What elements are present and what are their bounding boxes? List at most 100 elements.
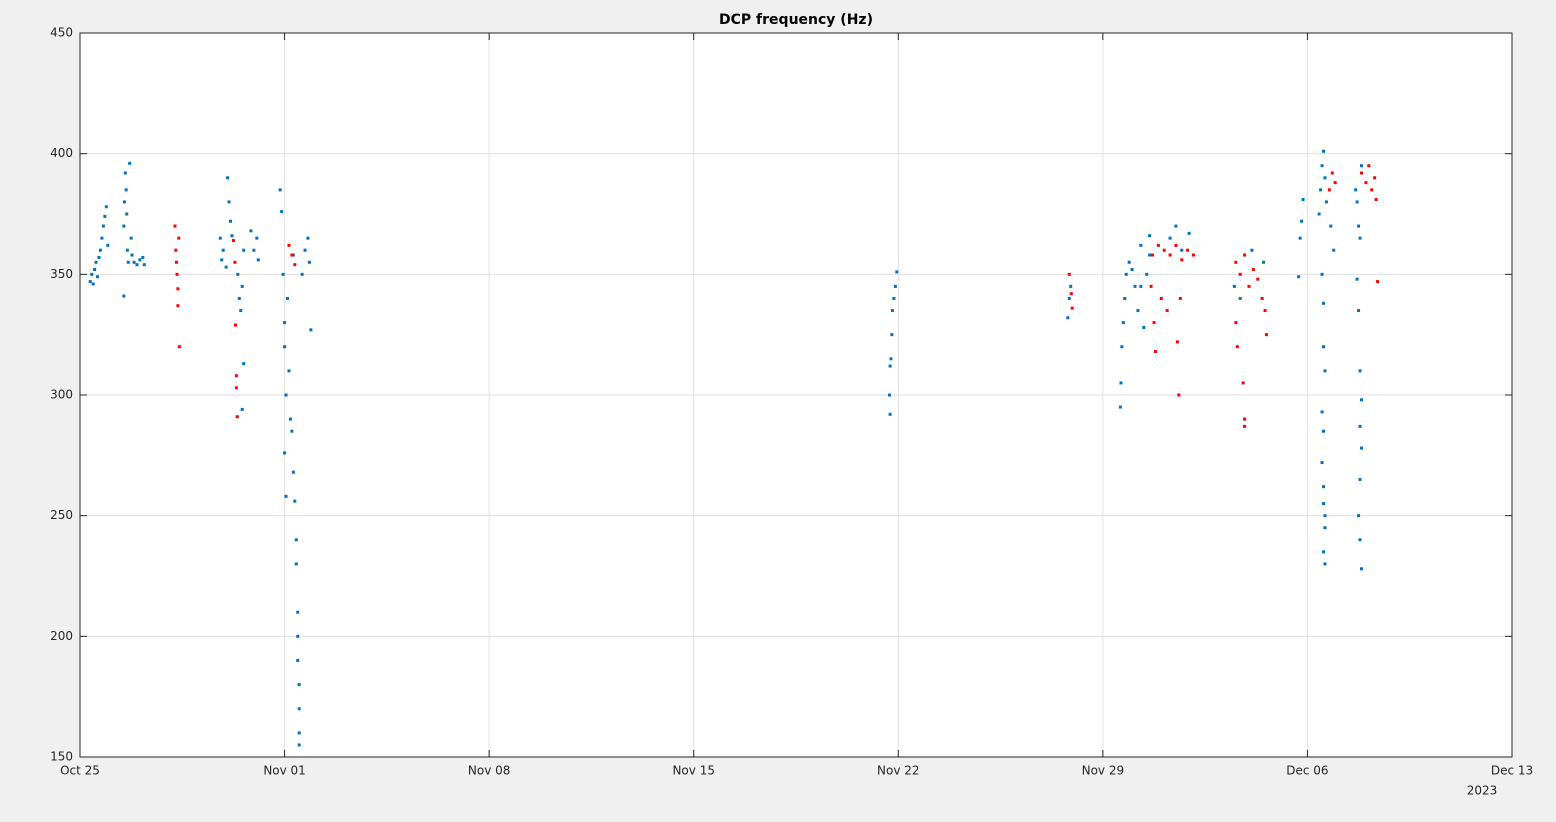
- data-point: [224, 265, 228, 269]
- data-point: [1324, 200, 1328, 204]
- data-point: [1238, 272, 1242, 276]
- x-tick-label: Nov 29: [1082, 764, 1125, 778]
- data-point: [124, 188, 128, 192]
- data-point: [128, 161, 132, 165]
- data-point: [1235, 345, 1239, 349]
- x-tick-label: Nov 22: [877, 764, 920, 778]
- data-point: [892, 296, 896, 300]
- data-point: [1359, 446, 1363, 450]
- data-point: [100, 236, 104, 240]
- data-point: [1322, 301, 1326, 305]
- data-point: [1153, 350, 1157, 354]
- data-point: [303, 248, 307, 252]
- data-point: [234, 374, 238, 378]
- data-point: [1317, 212, 1321, 216]
- data-point: [123, 171, 127, 175]
- data-point: [1066, 316, 1070, 320]
- data-point: [1149, 284, 1153, 288]
- data-point: [1359, 398, 1363, 402]
- data-point: [1301, 198, 1305, 202]
- data-point: [1187, 231, 1191, 235]
- data-point: [236, 272, 240, 276]
- data-point: [125, 212, 129, 216]
- data-point: [130, 253, 134, 257]
- data-point: [126, 260, 130, 264]
- data-point: [1358, 538, 1362, 542]
- data-point: [1320, 410, 1324, 414]
- data-point: [893, 284, 897, 288]
- data-point: [240, 284, 244, 288]
- data-point: [103, 214, 107, 218]
- y-tick-label: 200: [50, 629, 73, 643]
- data-point: [1151, 253, 1155, 257]
- data-point: [291, 470, 295, 474]
- data-point: [1124, 272, 1128, 276]
- data-point: [1320, 272, 1324, 276]
- data-point: [287, 243, 291, 247]
- data-point: [1145, 272, 1149, 276]
- data-point: [1180, 248, 1184, 252]
- data-point: [227, 200, 231, 204]
- data-point: [1358, 477, 1362, 481]
- data-point: [1247, 284, 1251, 288]
- data-point: [888, 364, 892, 368]
- data-point: [229, 219, 233, 223]
- data-point: [1175, 340, 1179, 344]
- data-point: [233, 323, 237, 327]
- data-point: [1323, 514, 1327, 518]
- data-point: [297, 707, 301, 711]
- data-point: [1323, 176, 1327, 180]
- data-point: [1118, 405, 1122, 409]
- data-point: [122, 224, 126, 228]
- data-point: [101, 224, 105, 228]
- data-point: [296, 610, 300, 614]
- data-point: [1152, 321, 1156, 325]
- data-point: [1251, 268, 1255, 272]
- data-point: [91, 282, 95, 286]
- x-tick-label: Nov 08: [468, 764, 511, 778]
- data-point: [1177, 393, 1181, 397]
- data-point: [296, 658, 300, 662]
- data-point: [294, 562, 298, 566]
- data-point: [1148, 253, 1152, 257]
- data-point: [1260, 296, 1264, 300]
- data-point: [1168, 236, 1172, 240]
- data-point: [1298, 236, 1302, 240]
- data-point: [888, 412, 892, 416]
- data-point: [132, 260, 136, 264]
- data-point: [1168, 253, 1172, 257]
- data-point: [1357, 224, 1361, 228]
- data-point: [255, 236, 259, 240]
- data-point: [1323, 369, 1327, 373]
- data-point: [1256, 277, 1260, 281]
- data-point: [1133, 284, 1137, 288]
- data-point: [1067, 296, 1071, 300]
- data-point: [1174, 224, 1178, 228]
- data-point: [1232, 284, 1236, 288]
- data-point: [288, 417, 292, 421]
- data-point: [1322, 550, 1326, 554]
- data-point: [1238, 296, 1242, 300]
- y-tick-label: 300: [50, 388, 73, 402]
- data-point: [239, 309, 243, 313]
- data-point: [284, 494, 288, 498]
- data-point: [1069, 284, 1073, 288]
- data-point: [1156, 243, 1160, 247]
- x-tick-label: Oct 25: [60, 764, 100, 778]
- data-point: [1374, 198, 1378, 202]
- data-point: [242, 248, 246, 252]
- data-point: [895, 270, 899, 274]
- data-point: [221, 248, 225, 252]
- data-point: [177, 236, 181, 240]
- data-point: [280, 210, 284, 214]
- data-point: [122, 200, 126, 204]
- data-point: [125, 248, 129, 252]
- data-point: [96, 275, 100, 279]
- data-point: [281, 272, 285, 276]
- data-point: [1332, 248, 1336, 252]
- data-point: [293, 499, 297, 503]
- data-point: [231, 239, 235, 243]
- data-point: [1329, 224, 1333, 228]
- data-point: [1159, 296, 1163, 300]
